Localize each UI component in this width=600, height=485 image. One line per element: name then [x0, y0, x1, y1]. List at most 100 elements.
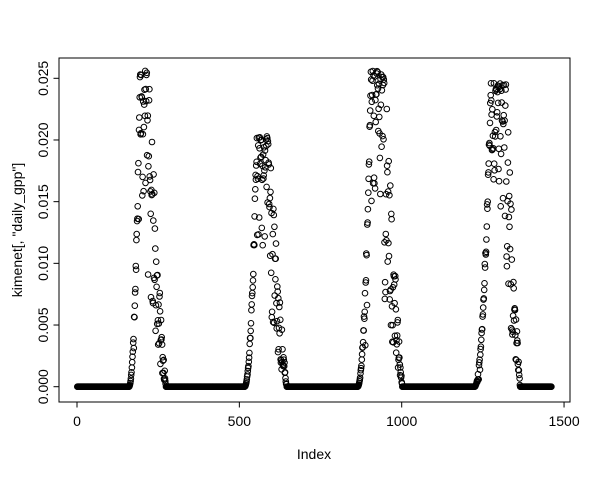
data-point	[483, 201, 491, 208]
data-point	[491, 167, 498, 174]
data-point	[152, 327, 159, 335]
data-point	[501, 144, 508, 151]
data-point	[263, 142, 270, 150]
data-point	[280, 356, 288, 364]
data-point	[260, 172, 268, 179]
data-point	[388, 215, 395, 223]
data-point	[515, 371, 523, 379]
data-point	[514, 339, 521, 347]
data-point	[477, 345, 484, 353]
data-point	[145, 163, 152, 170]
data-point	[392, 349, 400, 357]
data-point	[489, 106, 496, 113]
data-point	[245, 358, 253, 366]
data-point	[504, 129, 512, 136]
data-point	[133, 236, 140, 244]
data-point	[477, 343, 485, 351]
data-point	[479, 304, 487, 311]
data-point	[484, 198, 492, 205]
data-point	[394, 319, 401, 326]
data-point	[497, 133, 504, 140]
data-point	[140, 101, 148, 108]
data-point	[251, 241, 258, 249]
data-point	[502, 86, 509, 93]
plot-border	[58, 57, 571, 403]
data-point	[361, 308, 369, 316]
data-point	[258, 136, 265, 144]
data-point	[381, 295, 389, 303]
data-point	[497, 203, 505, 210]
data-point	[382, 230, 390, 238]
data-point	[373, 70, 381, 77]
data-point	[247, 320, 255, 327]
data-point	[270, 205, 277, 213]
data-point	[243, 376, 251, 383]
data-point	[264, 134, 271, 142]
data-point	[266, 203, 273, 211]
data-point	[497, 150, 505, 158]
data-point	[383, 162, 391, 169]
data-point	[391, 299, 398, 307]
data-point	[490, 160, 498, 167]
data-point	[489, 146, 496, 153]
data-point	[358, 362, 365, 370]
data-point	[142, 179, 149, 187]
y-tick-label: 0.025	[35, 61, 51, 96]
data-point	[259, 151, 267, 158]
data-point	[271, 223, 278, 231]
data-point	[361, 315, 368, 323]
data-point	[266, 194, 274, 202]
data-point	[379, 132, 386, 140]
data-point	[139, 98, 147, 105]
data-point	[133, 217, 141, 225]
data-point	[488, 146, 496, 154]
x-tick-label: 1500	[548, 413, 579, 429]
data-point	[548, 383, 555, 391]
data-point	[261, 167, 268, 174]
data-point	[148, 138, 156, 146]
data-point	[129, 353, 136, 361]
data-point	[275, 294, 282, 302]
data-point	[135, 215, 142, 223]
data-point	[274, 288, 282, 295]
data-point	[365, 175, 372, 183]
data-point	[500, 120, 507, 128]
data-point	[139, 192, 146, 199]
data-point	[159, 357, 167, 365]
y-tick-label: 0.015	[35, 184, 51, 219]
data-point	[252, 162, 260, 169]
data-point	[151, 225, 159, 232]
data-point	[365, 158, 373, 165]
data-point	[140, 123, 148, 131]
data-point	[394, 316, 402, 324]
data-point	[246, 340, 253, 348]
data-point	[476, 356, 483, 364]
data-point	[144, 117, 151, 124]
data-point	[483, 223, 491, 230]
data-point	[139, 173, 146, 181]
data-point	[267, 164, 275, 172]
data-point	[507, 324, 515, 332]
data-point	[479, 311, 487, 318]
data-point	[510, 278, 517, 286]
data-point	[245, 362, 252, 370]
data-point	[142, 85, 150, 93]
data-point	[255, 214, 263, 221]
data-point	[490, 176, 497, 183]
data-point	[132, 262, 140, 270]
data-point	[508, 256, 516, 263]
data-point	[265, 161, 273, 168]
data-point	[259, 241, 267, 249]
data-point	[276, 303, 283, 311]
data-point	[487, 80, 495, 87]
data-point	[254, 172, 261, 180]
data-point	[502, 102, 509, 109]
data-point	[280, 362, 288, 370]
data-point	[378, 143, 385, 150]
data-point	[384, 168, 391, 176]
data-point	[360, 327, 368, 334]
data-point	[278, 326, 286, 334]
data-point	[500, 111, 508, 119]
x-tick-label: 0	[73, 413, 81, 429]
data-point	[503, 262, 511, 270]
